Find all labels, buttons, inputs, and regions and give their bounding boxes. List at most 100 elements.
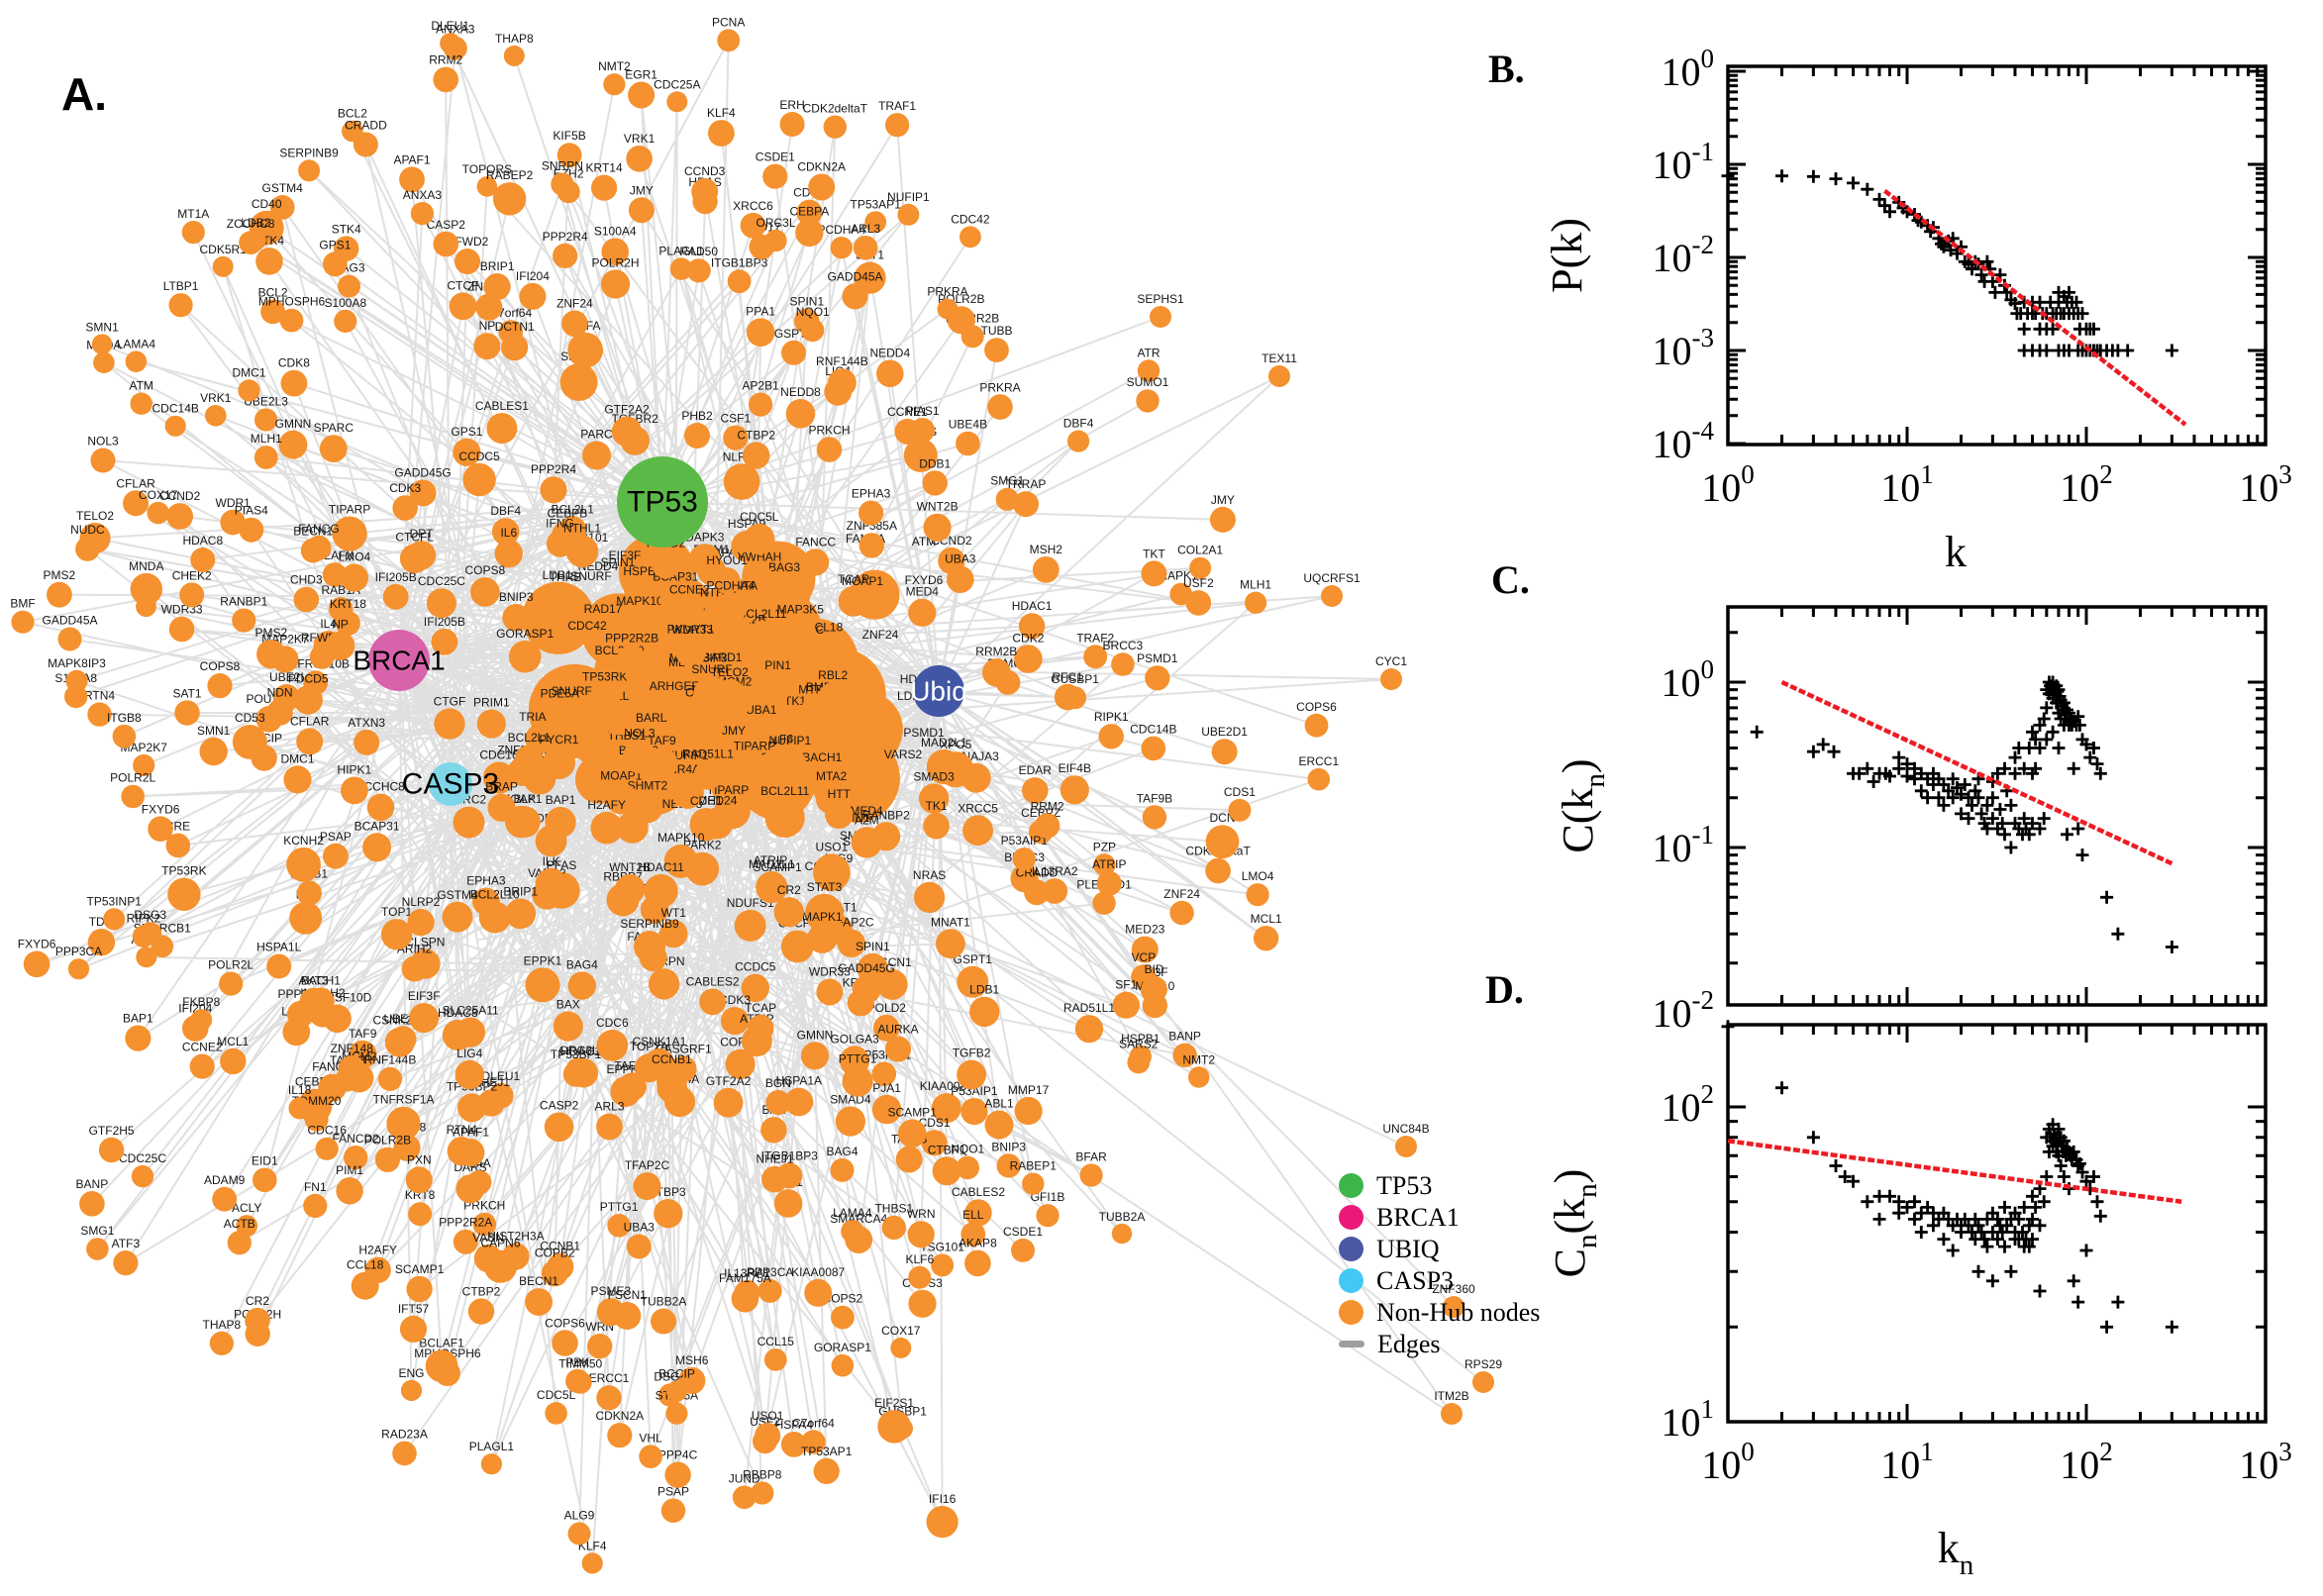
network-node-label: IFI204 (516, 269, 550, 283)
network-node (809, 634, 840, 664)
network-node (91, 334, 113, 355)
network-node (392, 1441, 417, 1466)
network-node-label: DBF4 (1063, 417, 1094, 431)
legend-item: Non-Hub nodes (1339, 1298, 1540, 1327)
network-node (831, 1353, 855, 1377)
network-node (725, 1048, 756, 1079)
network-node-label: TK1 (784, 694, 806, 708)
network-node (449, 292, 477, 321)
network-node-label: SCAMP1 (753, 860, 802, 874)
y-axis-label: Cn(kn) (1546, 1169, 1603, 1278)
network-node-label: TP53BP1 (551, 1047, 602, 1061)
network-node (190, 548, 216, 572)
network-node-label: GFI1B (1031, 1190, 1065, 1204)
network-node-label: STK4 (332, 222, 361, 236)
network-node-label: HIST2H3A (487, 1229, 544, 1243)
legend-label: UBIQ (1376, 1234, 1440, 1263)
network-node-label: CASP2 (427, 218, 466, 232)
network-node (1189, 556, 1212, 579)
network-node-label: MAPK1 (802, 910, 843, 924)
network-node-label: A2M (855, 813, 879, 827)
network-node (628, 81, 656, 109)
network-node (293, 685, 323, 715)
network-node (515, 745, 544, 773)
network-node-label: XRCC5 (958, 801, 998, 815)
network-node (600, 269, 631, 299)
network-node-label: CDK3 (719, 993, 751, 1007)
network-node (634, 931, 665, 963)
network-node-label: MAD2L1 (921, 736, 967, 749)
network-node (858, 533, 884, 558)
network-node (179, 582, 205, 608)
network-node (626, 146, 653, 172)
network-node-label: RASGRF1 (656, 1042, 712, 1055)
network-node (147, 501, 169, 525)
network-node-label: TP53RK (161, 864, 206, 878)
network-node-label: ZNF148 (331, 1042, 374, 1055)
network-node-label: TOPORS (462, 162, 512, 176)
network-node-label: TRAF2 (1076, 631, 1114, 645)
network-node-label: GPS1 (451, 425, 482, 439)
network-node (483, 1249, 518, 1283)
network-node (665, 1402, 688, 1425)
network-node-label: TAF9B (1137, 791, 1172, 805)
network-node (386, 1106, 421, 1141)
network-node-label: RTN4 (447, 1123, 477, 1137)
network-node (255, 248, 283, 275)
network-node (453, 806, 485, 839)
network-node (1014, 1096, 1043, 1126)
network-node (442, 901, 473, 933)
network-node-label: CR2 (777, 883, 801, 897)
network-node-label: JUND (729, 1472, 760, 1486)
plot-frame (1726, 605, 2268, 1007)
network-node (717, 29, 741, 52)
network-node-label: BRIP1 (480, 259, 515, 273)
network-node (232, 725, 267, 759)
network-node (763, 672, 793, 702)
scatter-points (1721, 1020, 2178, 1334)
network-node-label: CAPN6 (480, 1237, 520, 1250)
network-node (842, 283, 868, 310)
network-node-label: BECN1 (519, 1274, 558, 1288)
network-node-label: TAF9 (349, 1027, 377, 1041)
network-node (713, 679, 747, 713)
network-node-label: GORASP1 (496, 627, 554, 641)
network-node (995, 487, 1019, 511)
network-node (805, 893, 844, 933)
network-node-label: SMN1 (85, 320, 119, 334)
network-node (816, 437, 843, 462)
network-node-label: PRKCH (808, 423, 850, 437)
network-node (239, 231, 262, 254)
network-node-label: ERH (779, 98, 804, 112)
network-node-label: TRAF1 (878, 99, 916, 113)
network-node (457, 1093, 486, 1123)
network-node-label: BARD1 (702, 650, 742, 664)
network-node-label: CDC42 (951, 212, 990, 226)
network-node (1228, 798, 1252, 822)
scatter-points (1721, 169, 2178, 357)
network-node (755, 1423, 781, 1449)
network-node (1111, 652, 1135, 676)
network-node-label: CEBPB (548, 507, 588, 521)
network-node (454, 1059, 484, 1090)
network-node-label: TAF9 (648, 734, 676, 748)
network-node (749, 392, 773, 417)
network-node (581, 1552, 603, 1574)
network-node (1079, 1163, 1103, 1187)
network-node-label: MNDA (129, 559, 163, 573)
network-node-label: ORC3L (756, 216, 795, 230)
network-node-label: TFAP2C (625, 1158, 670, 1172)
network-node (478, 901, 511, 934)
network-node (835, 1106, 866, 1137)
network-node-label: PHB2 (681, 409, 713, 423)
network-node (245, 1307, 270, 1334)
network-node-label: KLF6 (905, 1252, 934, 1266)
network-node-label: PTTG1 (839, 1052, 877, 1066)
network-node (936, 929, 965, 959)
network-node (876, 359, 904, 388)
network-node-label: BACH1 (301, 974, 341, 988)
network-node-label: ARL3 (594, 1100, 624, 1114)
network-node-label: PMS2 (44, 568, 76, 582)
network-node-label: USF2 (1183, 576, 1214, 590)
network-node-label: ITM2B (1434, 1389, 1468, 1403)
